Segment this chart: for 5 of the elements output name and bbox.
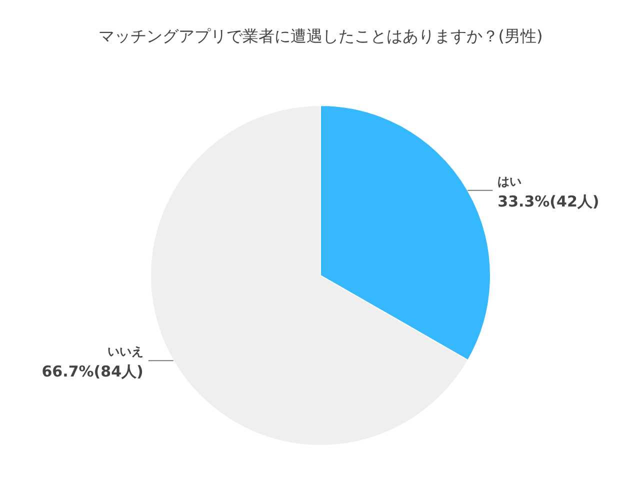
data-label: 33.3%(42人) xyxy=(498,192,600,210)
chart-title: マッチングアプリで業者に遭遇したことはありますか？(男性) xyxy=(98,26,543,46)
slice-label: はい xyxy=(498,174,522,188)
slice-label: いいえ xyxy=(107,344,144,359)
data-label: 66.7%(84人) xyxy=(42,362,144,381)
